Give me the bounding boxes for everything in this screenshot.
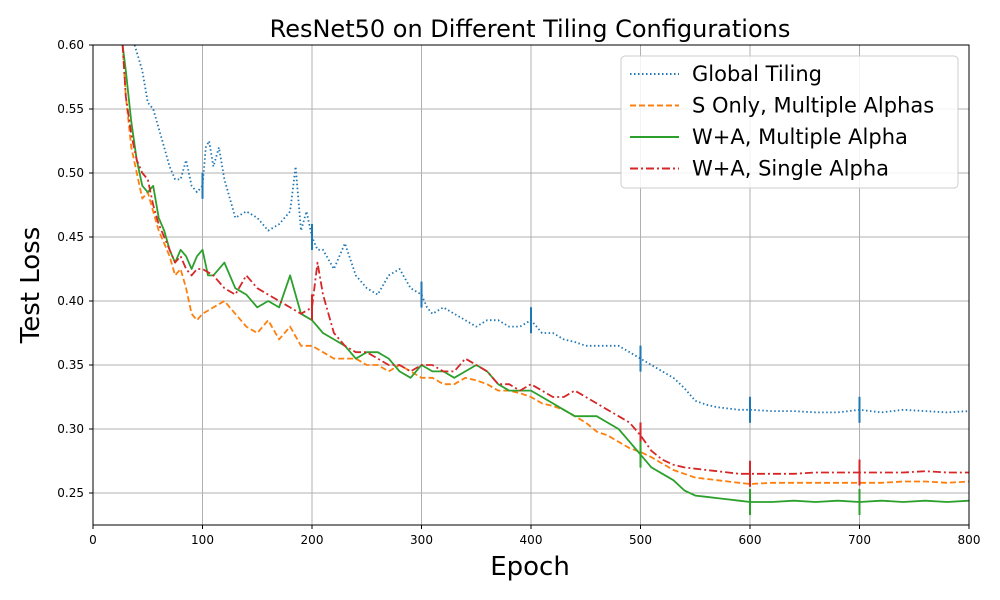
legend: Global Tiling S Only, Multiple Alphas W+A,… [620, 55, 959, 189]
y-tick-label: 0.50 [57, 166, 84, 180]
y-tick-label: 0.60 [57, 38, 84, 52]
x-tick-label: 400 [520, 533, 543, 547]
y-tick-label: 0.25 [57, 486, 84, 500]
x-tick-label: 500 [629, 533, 652, 547]
y-tick-label: 0.45 [57, 230, 84, 244]
marker-layer [201, 172, 861, 515]
x-axis-label: Epoch [490, 552, 570, 582]
series-line-w-a-single-alpha [121, 45, 969, 475]
chart-title: ResNet50 on Different Tiling Configurati… [270, 15, 791, 43]
x-axis-ticks: 0 100 200 300 400 500 600 700 800 [89, 525, 980, 547]
x-tick-label: 0 [89, 533, 97, 547]
y-tick-label: 0.55 [57, 102, 84, 116]
y-axis-label: Test Loss [16, 227, 46, 345]
legend-label-w-a-single-alpha: W+A, Single Alpha [692, 157, 889, 181]
legend-label-w-a-multiple-alpha: W+A, Multiple Alpha [692, 125, 908, 149]
x-tick-label: 800 [958, 533, 981, 547]
x-tick-label: 200 [301, 533, 324, 547]
x-tick-label: 300 [410, 533, 433, 547]
legend-box [620, 55, 959, 189]
x-tick-label: 100 [191, 533, 214, 547]
legend-label-s-only-multiple-alphas: S Only, Multiple Alphas [692, 94, 934, 118]
y-axis-ticks: 0.25 0.30 0.35 0.40 0.45 0.50 0.55 0.60 [57, 38, 93, 500]
series-layer [121, 45, 969, 503]
x-tick-label: 700 [848, 533, 871, 547]
legend-label-global-tiling: Global Tiling [692, 62, 822, 86]
y-tick-label: 0.30 [57, 422, 84, 436]
x-tick-label: 600 [739, 533, 762, 547]
series-line-global-tiling [133, 45, 969, 414]
series-line-s-only-multiple-alphas [121, 45, 969, 485]
y-tick-label: 0.35 [57, 358, 84, 372]
y-tick-label: 0.40 [57, 294, 84, 308]
